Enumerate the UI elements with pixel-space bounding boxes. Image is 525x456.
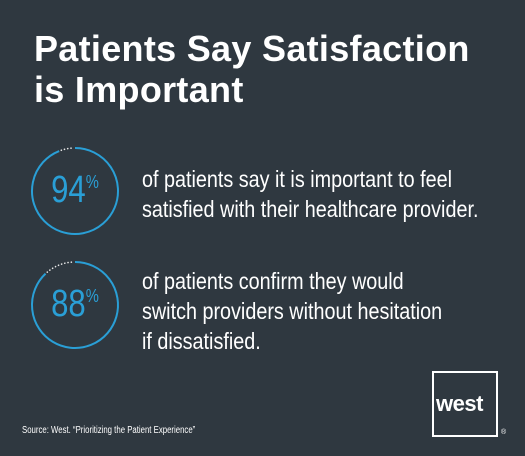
percentage-ring: 94% bbox=[30, 146, 120, 236]
ring-arc bbox=[31, 147, 119, 235]
stat-description: of patients confirm they would switch pro… bbox=[142, 268, 443, 354]
ring-svg bbox=[31, 147, 119, 235]
ring-svg bbox=[31, 261, 119, 349]
percentage-value: 88% bbox=[51, 283, 99, 325]
percent-sign: % bbox=[85, 286, 99, 306]
infographic-title: Patients Say Satisfaction is Important bbox=[34, 28, 470, 110]
percentage-ring: 88% bbox=[30, 260, 120, 350]
percentage-value: 94% bbox=[51, 169, 99, 211]
ring-gap-dots bbox=[46, 261, 74, 273]
ring-gap-dots bbox=[60, 147, 74, 152]
percent-sign: % bbox=[85, 172, 99, 192]
west-logo: west bbox=[432, 371, 498, 437]
logo-wordmark: west bbox=[436, 391, 483, 416]
registered-mark: ® bbox=[501, 429, 507, 436]
source-note: Source: West. “Prioritizing the Patient … bbox=[22, 425, 196, 436]
stat-description: of patients say it is important to feel s… bbox=[142, 166, 479, 222]
ring-arc bbox=[31, 261, 119, 349]
